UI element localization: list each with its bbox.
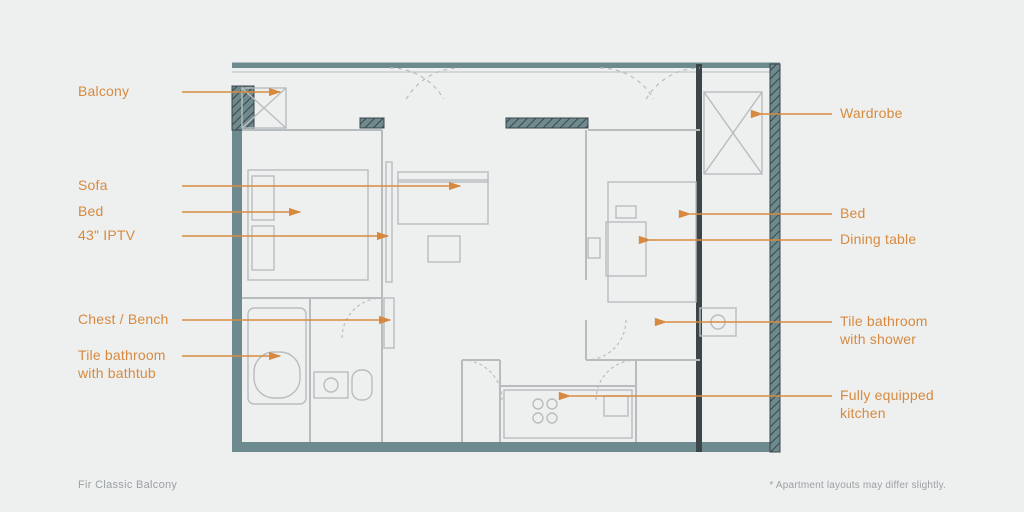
label: Dining table [840, 231, 916, 247]
label: Wardrobe [840, 105, 903, 121]
dining-chair2 [588, 238, 600, 258]
dining-table [606, 222, 646, 276]
dining-chair1 [616, 206, 636, 218]
plan-title: Fir Classic Balcony [78, 479, 177, 491]
bathtub-inner [254, 352, 300, 398]
sink-left-basin [324, 378, 338, 392]
hob2 [547, 399, 557, 409]
hob3 [533, 413, 543, 423]
toilet-left [352, 370, 372, 400]
tv [386, 162, 392, 282]
pillow2 [252, 226, 274, 270]
coffee-table [428, 236, 460, 262]
chest [384, 298, 394, 348]
label: Sofa [78, 177, 108, 193]
kitchen-sink [604, 396, 628, 416]
label: Fully equipped [840, 387, 934, 403]
kitchen-counter [504, 390, 632, 438]
svg-text:kitchen: kitchen [840, 405, 886, 421]
svg-text:with bathtub: with bathtub [77, 365, 156, 381]
label: 43" IPTV [78, 227, 136, 243]
label: Chest / Bench [78, 311, 169, 327]
hob4 [547, 413, 557, 423]
label: Tile bathroom [78, 347, 166, 363]
floorplan [232, 64, 780, 452]
callout-labels: Balcony Sofa Bed 43" IPTV Chest / Bench Tile … [77, 83, 934, 421]
label: Bed [78, 203, 104, 219]
footnote: * Apartment layouts may differ slightly. [769, 480, 946, 491]
svg-text:with shower: with shower [839, 331, 916, 347]
label: Tile bathroom [840, 313, 928, 329]
sink-left [314, 372, 348, 398]
pillow1 [252, 176, 274, 220]
bed-right [608, 182, 696, 302]
label: Balcony [78, 83, 129, 99]
label: Bed [840, 205, 866, 221]
hob [533, 399, 543, 409]
